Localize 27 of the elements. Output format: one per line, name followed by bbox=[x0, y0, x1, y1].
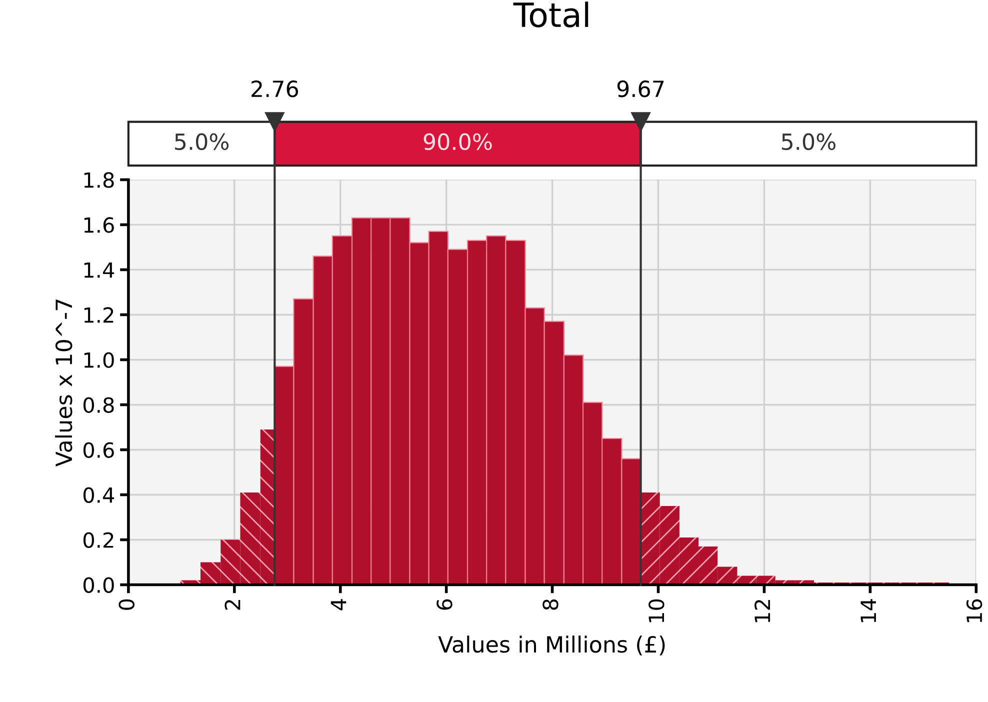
y-tick-label: 0.0 bbox=[83, 577, 114, 593]
x-tick-label: 8 bbox=[542, 599, 558, 610]
y-tick-label: 1.2 bbox=[84, 307, 114, 323]
y-tick-label: 1.6 bbox=[84, 217, 114, 233]
text: 90.0% bbox=[424, 133, 492, 150]
y-tick-label: 1.8 bbox=[84, 172, 114, 188]
chart-title: Total bbox=[513, 2, 588, 28]
y-tick-label: 1.0 bbox=[84, 352, 114, 368]
ref-line-label: 9.67 bbox=[617, 80, 664, 98]
y-tick-label: 0.2 bbox=[83, 532, 114, 548]
x-tick-label: 2 bbox=[224, 600, 240, 610]
x-axis-title: Values in Millions (£) bbox=[438, 636, 665, 656]
y-axis-title: Values x 10^-7 bbox=[55, 300, 72, 467]
x-tick-label: 12 bbox=[754, 600, 770, 622]
x-tick-label: 6 bbox=[436, 599, 452, 610]
y-tick-label: 1.4 bbox=[84, 262, 114, 278]
x-tick-label: 4 bbox=[330, 599, 346, 610]
y-tick-label: 0.8 bbox=[83, 397, 114, 413]
x-tick-label: 0 bbox=[118, 599, 134, 610]
x-tick-label: 16 bbox=[966, 599, 982, 622]
ref-line-label: 2.76 bbox=[252, 80, 298, 98]
x-tick-label: 10 bbox=[648, 599, 664, 622]
text: 5.0% bbox=[782, 133, 836, 150]
y-tick-label: 0.6 bbox=[83, 442, 114, 458]
text: 5.0% bbox=[175, 133, 229, 150]
x-tick-label: 14 bbox=[860, 599, 876, 622]
y-tick-label: 0.4 bbox=[83, 487, 114, 503]
